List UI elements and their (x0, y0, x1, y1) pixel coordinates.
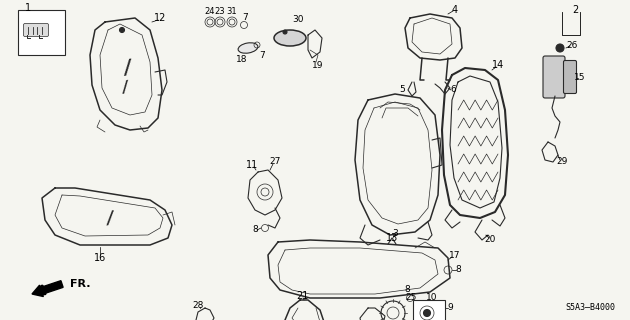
Text: 31: 31 (227, 7, 238, 17)
Text: 6: 6 (450, 85, 456, 94)
Text: 2: 2 (572, 5, 578, 15)
Text: 29: 29 (556, 157, 568, 166)
Text: 8: 8 (404, 285, 410, 294)
Text: 9: 9 (447, 303, 453, 313)
Text: 17: 17 (449, 251, 461, 260)
Text: 12: 12 (154, 13, 166, 23)
FancyBboxPatch shape (23, 23, 49, 36)
Text: /: / (121, 80, 129, 96)
Text: S5A3–B4000: S5A3–B4000 (565, 303, 615, 312)
Circle shape (556, 44, 564, 52)
Text: 8: 8 (252, 226, 258, 235)
Text: 10: 10 (427, 293, 438, 302)
Text: 11: 11 (246, 160, 258, 170)
Text: /: / (106, 209, 114, 227)
FancyBboxPatch shape (543, 56, 565, 98)
Text: 15: 15 (575, 74, 586, 83)
Text: 24: 24 (205, 7, 215, 17)
Text: 4: 4 (452, 5, 458, 15)
Text: 7: 7 (259, 51, 265, 60)
Text: 13: 13 (386, 233, 398, 243)
Text: /: / (123, 58, 133, 78)
Circle shape (423, 309, 430, 316)
Text: 28: 28 (192, 300, 203, 309)
FancyBboxPatch shape (18, 10, 65, 55)
Text: 14: 14 (492, 60, 504, 70)
Text: FR.: FR. (70, 279, 91, 289)
Text: 25: 25 (405, 293, 416, 302)
Text: 16: 16 (94, 253, 106, 263)
Text: 19: 19 (312, 60, 324, 69)
FancyArrow shape (32, 281, 63, 297)
Text: 27: 27 (269, 157, 281, 166)
Ellipse shape (274, 30, 306, 46)
Text: 30: 30 (292, 15, 304, 25)
Circle shape (283, 30, 287, 34)
Text: 20: 20 (484, 236, 496, 244)
Text: 1: 1 (25, 3, 31, 13)
Text: 21: 21 (296, 291, 308, 301)
Text: 7: 7 (242, 13, 248, 22)
FancyBboxPatch shape (413, 300, 445, 320)
Text: 3: 3 (392, 228, 398, 237)
Text: 8: 8 (455, 266, 461, 275)
Text: 5: 5 (399, 85, 405, 94)
FancyBboxPatch shape (563, 60, 576, 93)
Circle shape (120, 28, 125, 33)
Text: 23: 23 (215, 7, 226, 17)
Text: 26: 26 (566, 41, 578, 50)
Ellipse shape (238, 43, 258, 53)
Text: 18: 18 (236, 55, 248, 65)
